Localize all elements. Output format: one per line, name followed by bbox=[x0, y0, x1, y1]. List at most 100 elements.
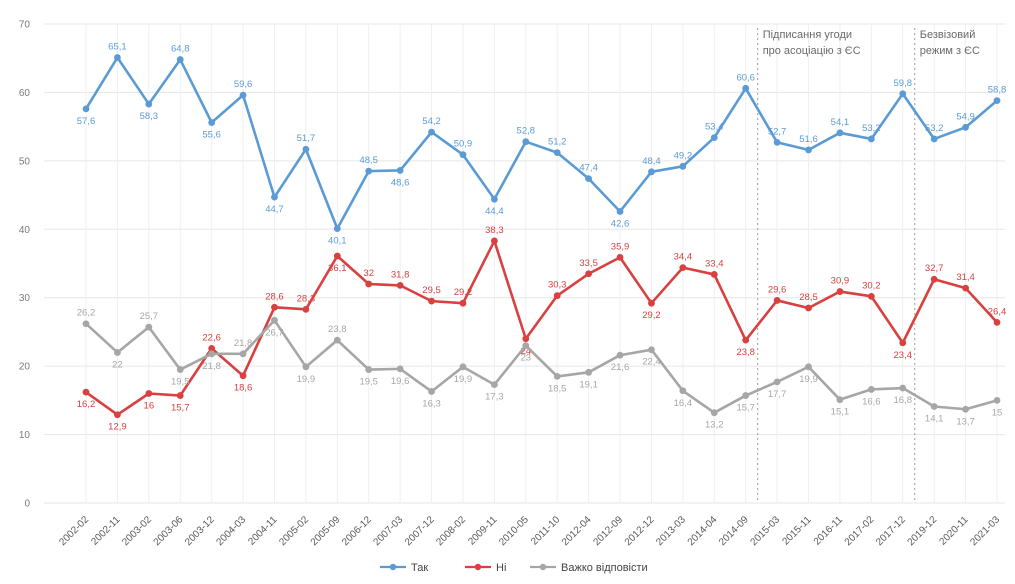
x-tick-label: 2014-09 bbox=[717, 514, 751, 548]
data-label-0: 49,2 bbox=[674, 150, 693, 161]
data-point-0 bbox=[648, 168, 655, 176]
x-tick-label: 2007-12 bbox=[403, 514, 437, 548]
y-tick-label: 0 bbox=[24, 499, 30, 510]
data-point-2 bbox=[648, 346, 655, 354]
data-point-1 bbox=[365, 280, 373, 288]
data-point-2 bbox=[993, 396, 1001, 404]
data-point-2 bbox=[302, 363, 310, 371]
data-point-0 bbox=[679, 162, 687, 170]
annotation-text: про асоціацію з ЄС bbox=[763, 45, 861, 57]
x-tick-label: 2002-11 bbox=[89, 514, 123, 548]
annotation-text: Безвізовий bbox=[920, 29, 976, 41]
data-label-2: 26,2 bbox=[77, 308, 96, 319]
data-point-2 bbox=[271, 316, 278, 324]
legend-label: Так bbox=[411, 562, 428, 574]
data-label-2: 21,8 bbox=[202, 361, 221, 372]
legend-label: Ні bbox=[496, 562, 506, 574]
data-label-0: 52,8 bbox=[517, 126, 536, 137]
data-label-1: 28,6 bbox=[265, 291, 284, 302]
y-tick-label: 20 bbox=[19, 362, 31, 373]
data-label-2: 23 bbox=[521, 353, 532, 364]
data-point-0 bbox=[742, 84, 750, 92]
data-point-2 bbox=[553, 373, 561, 380]
data-label-0: 44,4 bbox=[485, 206, 504, 217]
x-tick-label: 2020-11 bbox=[937, 514, 971, 548]
data-point-2 bbox=[710, 409, 718, 417]
x-tick-label: 2002-02 bbox=[57, 514, 91, 548]
data-label-2: 16,4 bbox=[674, 398, 693, 409]
data-label-0: 57,6 bbox=[77, 116, 96, 127]
data-label-1: 29,6 bbox=[768, 284, 787, 295]
data-label-0: 48,6 bbox=[391, 177, 410, 188]
data-label-2: 19,5 bbox=[359, 377, 378, 388]
data-label-0: 51,2 bbox=[548, 137, 567, 148]
data-label-0: 47,4 bbox=[579, 163, 598, 174]
data-point-0 bbox=[836, 129, 844, 137]
data-label-2: 17,7 bbox=[768, 389, 787, 400]
data-point-0 bbox=[993, 97, 1001, 105]
data-label-1: 15,7 bbox=[171, 403, 190, 414]
x-tick-label: 2008-02 bbox=[434, 514, 468, 548]
data-label-0: 65,1 bbox=[108, 42, 127, 53]
y-tick-label: 70 bbox=[19, 20, 31, 31]
data-point-2 bbox=[962, 405, 969, 413]
data-point-0 bbox=[271, 193, 278, 201]
data-label-2: 19,9 bbox=[799, 374, 818, 385]
data-point-0 bbox=[459, 151, 467, 159]
legend-label: Важко відповісти bbox=[561, 562, 648, 574]
data-point-1 bbox=[82, 388, 90, 396]
data-point-1 bbox=[616, 253, 624, 261]
data-point-1 bbox=[396, 281, 404, 289]
data-point-1 bbox=[302, 305, 310, 313]
data-point-2 bbox=[82, 320, 90, 328]
data-point-0 bbox=[522, 138, 530, 146]
data-point-0 bbox=[773, 138, 781, 146]
data-label-1: 30,9 bbox=[831, 276, 850, 287]
data-point-1 bbox=[742, 336, 750, 344]
data-point-2 bbox=[836, 396, 844, 404]
data-point-2 bbox=[208, 350, 216, 358]
x-tick-label: 2017-12 bbox=[874, 514, 908, 548]
data-point-1 bbox=[710, 271, 718, 278]
data-point-1 bbox=[145, 390, 153, 397]
data-label-2: 22,4 bbox=[642, 357, 661, 368]
data-label-1: 28,5 bbox=[799, 292, 818, 303]
data-label-0: 48,4 bbox=[642, 156, 661, 167]
x-tick-label: 2017-02 bbox=[843, 514, 877, 548]
data-point-0 bbox=[82, 105, 90, 113]
data-point-2 bbox=[522, 342, 530, 350]
data-label-2: 16,8 bbox=[894, 395, 913, 406]
y-tick-label: 30 bbox=[19, 293, 31, 304]
data-label-2: 15,1 bbox=[831, 407, 850, 418]
data-label-0: 48,5 bbox=[359, 155, 378, 166]
x-tick-label: 2014-04 bbox=[686, 514, 720, 548]
legend-marker-2 bbox=[539, 563, 547, 571]
data-label-2: 13,7 bbox=[956, 416, 975, 427]
data-label-1: 30,2 bbox=[862, 280, 881, 291]
data-point-2 bbox=[333, 336, 341, 344]
x-tick-label: 2011-10 bbox=[529, 514, 563, 548]
data-label-1: 32 bbox=[363, 268, 374, 279]
data-label-1: 28,3 bbox=[297, 293, 316, 304]
data-label-0: 55,6 bbox=[202, 130, 221, 141]
data-point-2 bbox=[585, 368, 593, 376]
x-tick-label: 2021-03 bbox=[968, 514, 1002, 548]
data-label-2: 19,5 bbox=[171, 377, 190, 388]
data-label-0: 59,8 bbox=[894, 78, 913, 89]
x-tick-label: 2007-03 bbox=[372, 514, 406, 548]
data-label-0: 59,6 bbox=[234, 79, 253, 90]
data-label-1: 22,6 bbox=[202, 332, 221, 343]
data-label-2: 25,7 bbox=[140, 311, 159, 322]
data-point-2 bbox=[176, 366, 184, 373]
data-point-1 bbox=[239, 372, 247, 380]
data-point-1 bbox=[930, 275, 938, 283]
data-label-0: 60,6 bbox=[736, 72, 755, 83]
data-point-1 bbox=[176, 392, 184, 399]
annotation-text: Підписання угоди bbox=[763, 29, 852, 41]
data-label-1: 31,8 bbox=[391, 269, 410, 280]
data-point-0 bbox=[333, 225, 341, 233]
data-point-1 bbox=[208, 344, 216, 352]
x-tick-label: 2013-03 bbox=[654, 514, 688, 548]
data-label-1: 16,2 bbox=[77, 399, 96, 410]
